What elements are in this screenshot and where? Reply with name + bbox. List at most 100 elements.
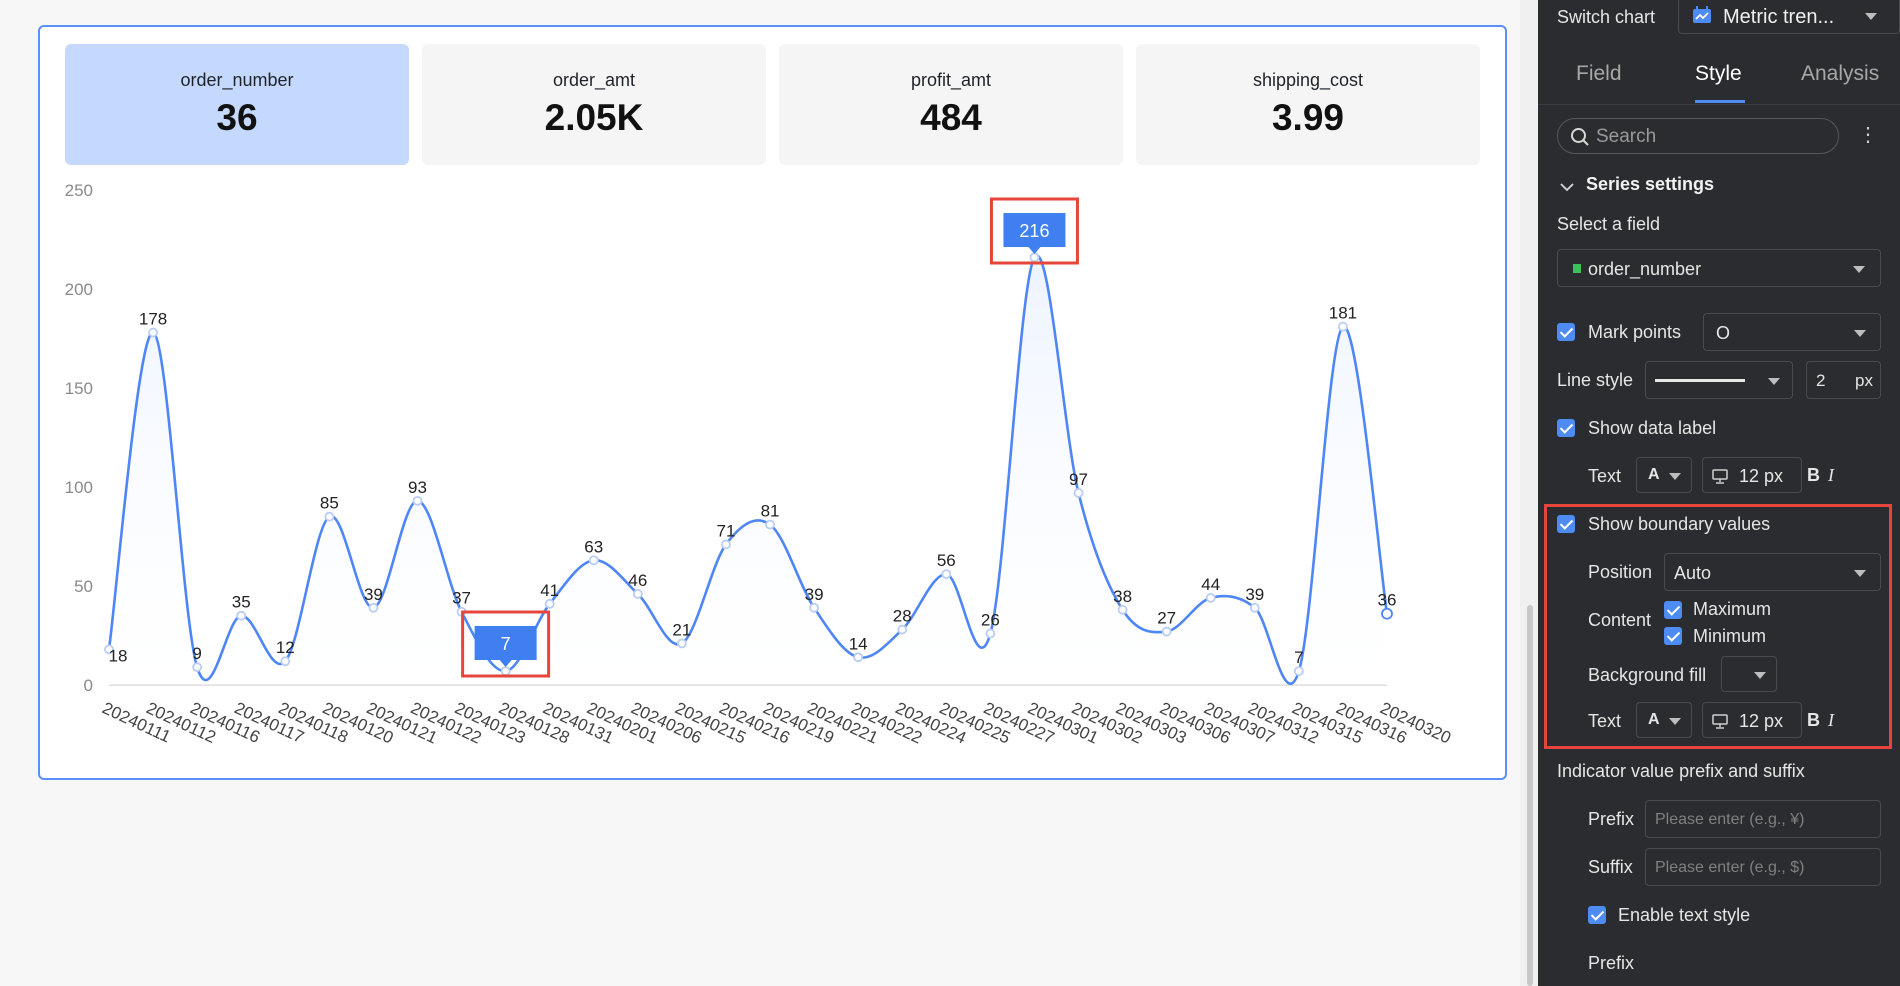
- data-label: 35: [232, 593, 251, 612]
- switch-chart-label: Switch chart: [1557, 7, 1656, 27]
- show-boundary-label: Show boundary values: [1588, 514, 1771, 534]
- more-options-icon[interactable]: ⋮: [1858, 124, 1878, 146]
- chevron-down-icon: [1853, 266, 1865, 273]
- line-style-dropdown[interactable]: [1645, 361, 1793, 399]
- bold-toggle[interactable]: B: [1807, 710, 1820, 730]
- enable-text-style-checkbox[interactable]: [1588, 906, 1606, 924]
- font-color-icon: A: [1648, 466, 1660, 483]
- show-boundary-checkbox[interactable]: [1557, 515, 1575, 533]
- tab-field[interactable]: Field: [1576, 62, 1622, 85]
- font-size-value: 12 px: [1739, 466, 1784, 486]
- select-field-label: Select a field: [1557, 214, 1661, 234]
- data-label: 27: [1157, 609, 1176, 628]
- suffix-placeholder: Please enter (e.g., $): [1655, 859, 1805, 876]
- bold-toggle[interactable]: B: [1807, 465, 1820, 485]
- chevron-down-icon: [1854, 330, 1866, 337]
- active-tab-indicator: [1695, 100, 1745, 103]
- data-point: [676, 638, 687, 649]
- data-point: [544, 598, 555, 609]
- chart-type-value: Metric tren...: [1723, 6, 1835, 28]
- canvas-scrollbar-thumb[interactable]: [1527, 605, 1533, 986]
- position-dropdown[interactable]: Auto: [1664, 553, 1881, 591]
- chevron-down-icon: [1669, 718, 1681, 725]
- chart-type-dropdown[interactable]: Metric tren...: [1678, 0, 1900, 34]
- data-label: 178: [139, 310, 167, 329]
- position-value: Auto: [1674, 563, 1712, 583]
- maximum-checkbox[interactable]: [1664, 601, 1682, 619]
- kpi-card-order-amt[interactable]: order_amt 2.05K: [422, 44, 766, 165]
- font-color-dropdown[interactable]: A: [1636, 457, 1692, 493]
- italic-toggle[interactable]: I: [1828, 710, 1834, 730]
- kpi-value: 36: [216, 97, 258, 138]
- series-settings-heading[interactable]: Series settings: [1586, 174, 1715, 194]
- data-point: [588, 555, 599, 566]
- y-tick-label: 0: [84, 676, 93, 695]
- kpi-value: 3.99: [1271, 97, 1344, 138]
- chevron-down-icon: [1865, 13, 1877, 20]
- mark-points-checkbox[interactable]: [1557, 323, 1575, 341]
- italic-toggle[interactable]: I: [1828, 465, 1834, 485]
- boundary-text-label: Text: [1588, 711, 1622, 731]
- data-point: [324, 511, 335, 522]
- chevron-down-icon: [1768, 378, 1780, 385]
- mark-shape-dropdown[interactable]: O: [1703, 313, 1881, 351]
- background-fill-label: Background fill: [1588, 665, 1707, 685]
- data-label: 38: [1113, 587, 1132, 606]
- enable-text-style-label: Enable text style: [1618, 905, 1751, 925]
- min-boundary-label: 7: [501, 634, 511, 654]
- data-point: [500, 666, 511, 677]
- min-boundary-highlight: [461, 610, 551, 678]
- text-style-label: Text: [1588, 466, 1622, 486]
- background-fill-picker[interactable]: [1721, 656, 1777, 692]
- data-label: 12: [276, 638, 295, 657]
- kpi-name: profit_amt: [910, 70, 992, 90]
- data-point: [148, 327, 158, 338]
- data-point: [1338, 321, 1348, 332]
- tab-analysis[interactable]: Analysis: [1801, 62, 1880, 85]
- line-width-input[interactable]: 2 px: [1806, 361, 1881, 399]
- selected-field-value: order_number: [1588, 259, 1702, 279]
- max-boundary-bg: [1003, 213, 1066, 247]
- kpi-card-profit-amt[interactable]: profit_amt 484: [779, 44, 1123, 165]
- suffix-label: Suffix: [1588, 857, 1633, 877]
- data-label: 81: [761, 502, 780, 521]
- chevron-down-icon: [1669, 473, 1681, 480]
- show-data-label-checkbox[interactable]: [1557, 419, 1575, 437]
- data-point: [1381, 607, 1393, 620]
- y-tick-label: 150: [65, 379, 93, 398]
- data-point: [368, 602, 379, 613]
- line-width-value: 2: [1816, 371, 1826, 390]
- prefix-input[interactable]: Please enter (e.g., ¥): [1645, 800, 1881, 838]
- font-size-input[interactable]: 12 px: [1702, 457, 1802, 493]
- chevron-down-icon[interactable]: [1560, 176, 1574, 197]
- max-boundary-pointer: [1028, 247, 1041, 254]
- y-tick-label: 200: [65, 280, 93, 299]
- maximum-label: Maximum: [1693, 599, 1772, 619]
- minimum-checkbox[interactable]: [1664, 627, 1682, 645]
- line-style-label: Line style: [1557, 370, 1634, 390]
- data-label: 44: [1201, 575, 1220, 594]
- tab-style[interactable]: Style: [1695, 62, 1742, 85]
- boundary-font-color-dropdown[interactable]: A: [1636, 702, 1692, 738]
- data-label: 18: [109, 646, 128, 665]
- field-select-dropdown[interactable]: order_number: [1557, 249, 1881, 287]
- data-point: [941, 569, 952, 580]
- data-point: [1293, 666, 1304, 677]
- data-label: 63: [584, 537, 603, 556]
- data-label: 39: [1245, 585, 1264, 604]
- kpi-card-shipping-cost[interactable]: shipping_cost 3.99: [1136, 44, 1480, 165]
- data-point: [192, 662, 203, 673]
- field-type-icon: [1573, 264, 1581, 273]
- data-point: [1073, 488, 1084, 498]
- y-tick-label: 250: [65, 181, 93, 200]
- data-point: [1249, 602, 1260, 613]
- series-area: [109, 255, 1387, 685]
- boundary-font-size-input[interactable]: 12 px: [1702, 702, 1802, 738]
- data-label: 97: [1069, 470, 1088, 489]
- prefix-label-2: Prefix: [1588, 953, 1635, 973]
- data-point: [853, 652, 864, 663]
- search-input[interactable]: Search: [1557, 118, 1839, 154]
- kpi-card-order-number[interactable]: order_number 36: [65, 44, 409, 165]
- data-label: 46: [628, 571, 647, 590]
- suffix-input[interactable]: Please enter (e.g., $): [1645, 848, 1881, 886]
